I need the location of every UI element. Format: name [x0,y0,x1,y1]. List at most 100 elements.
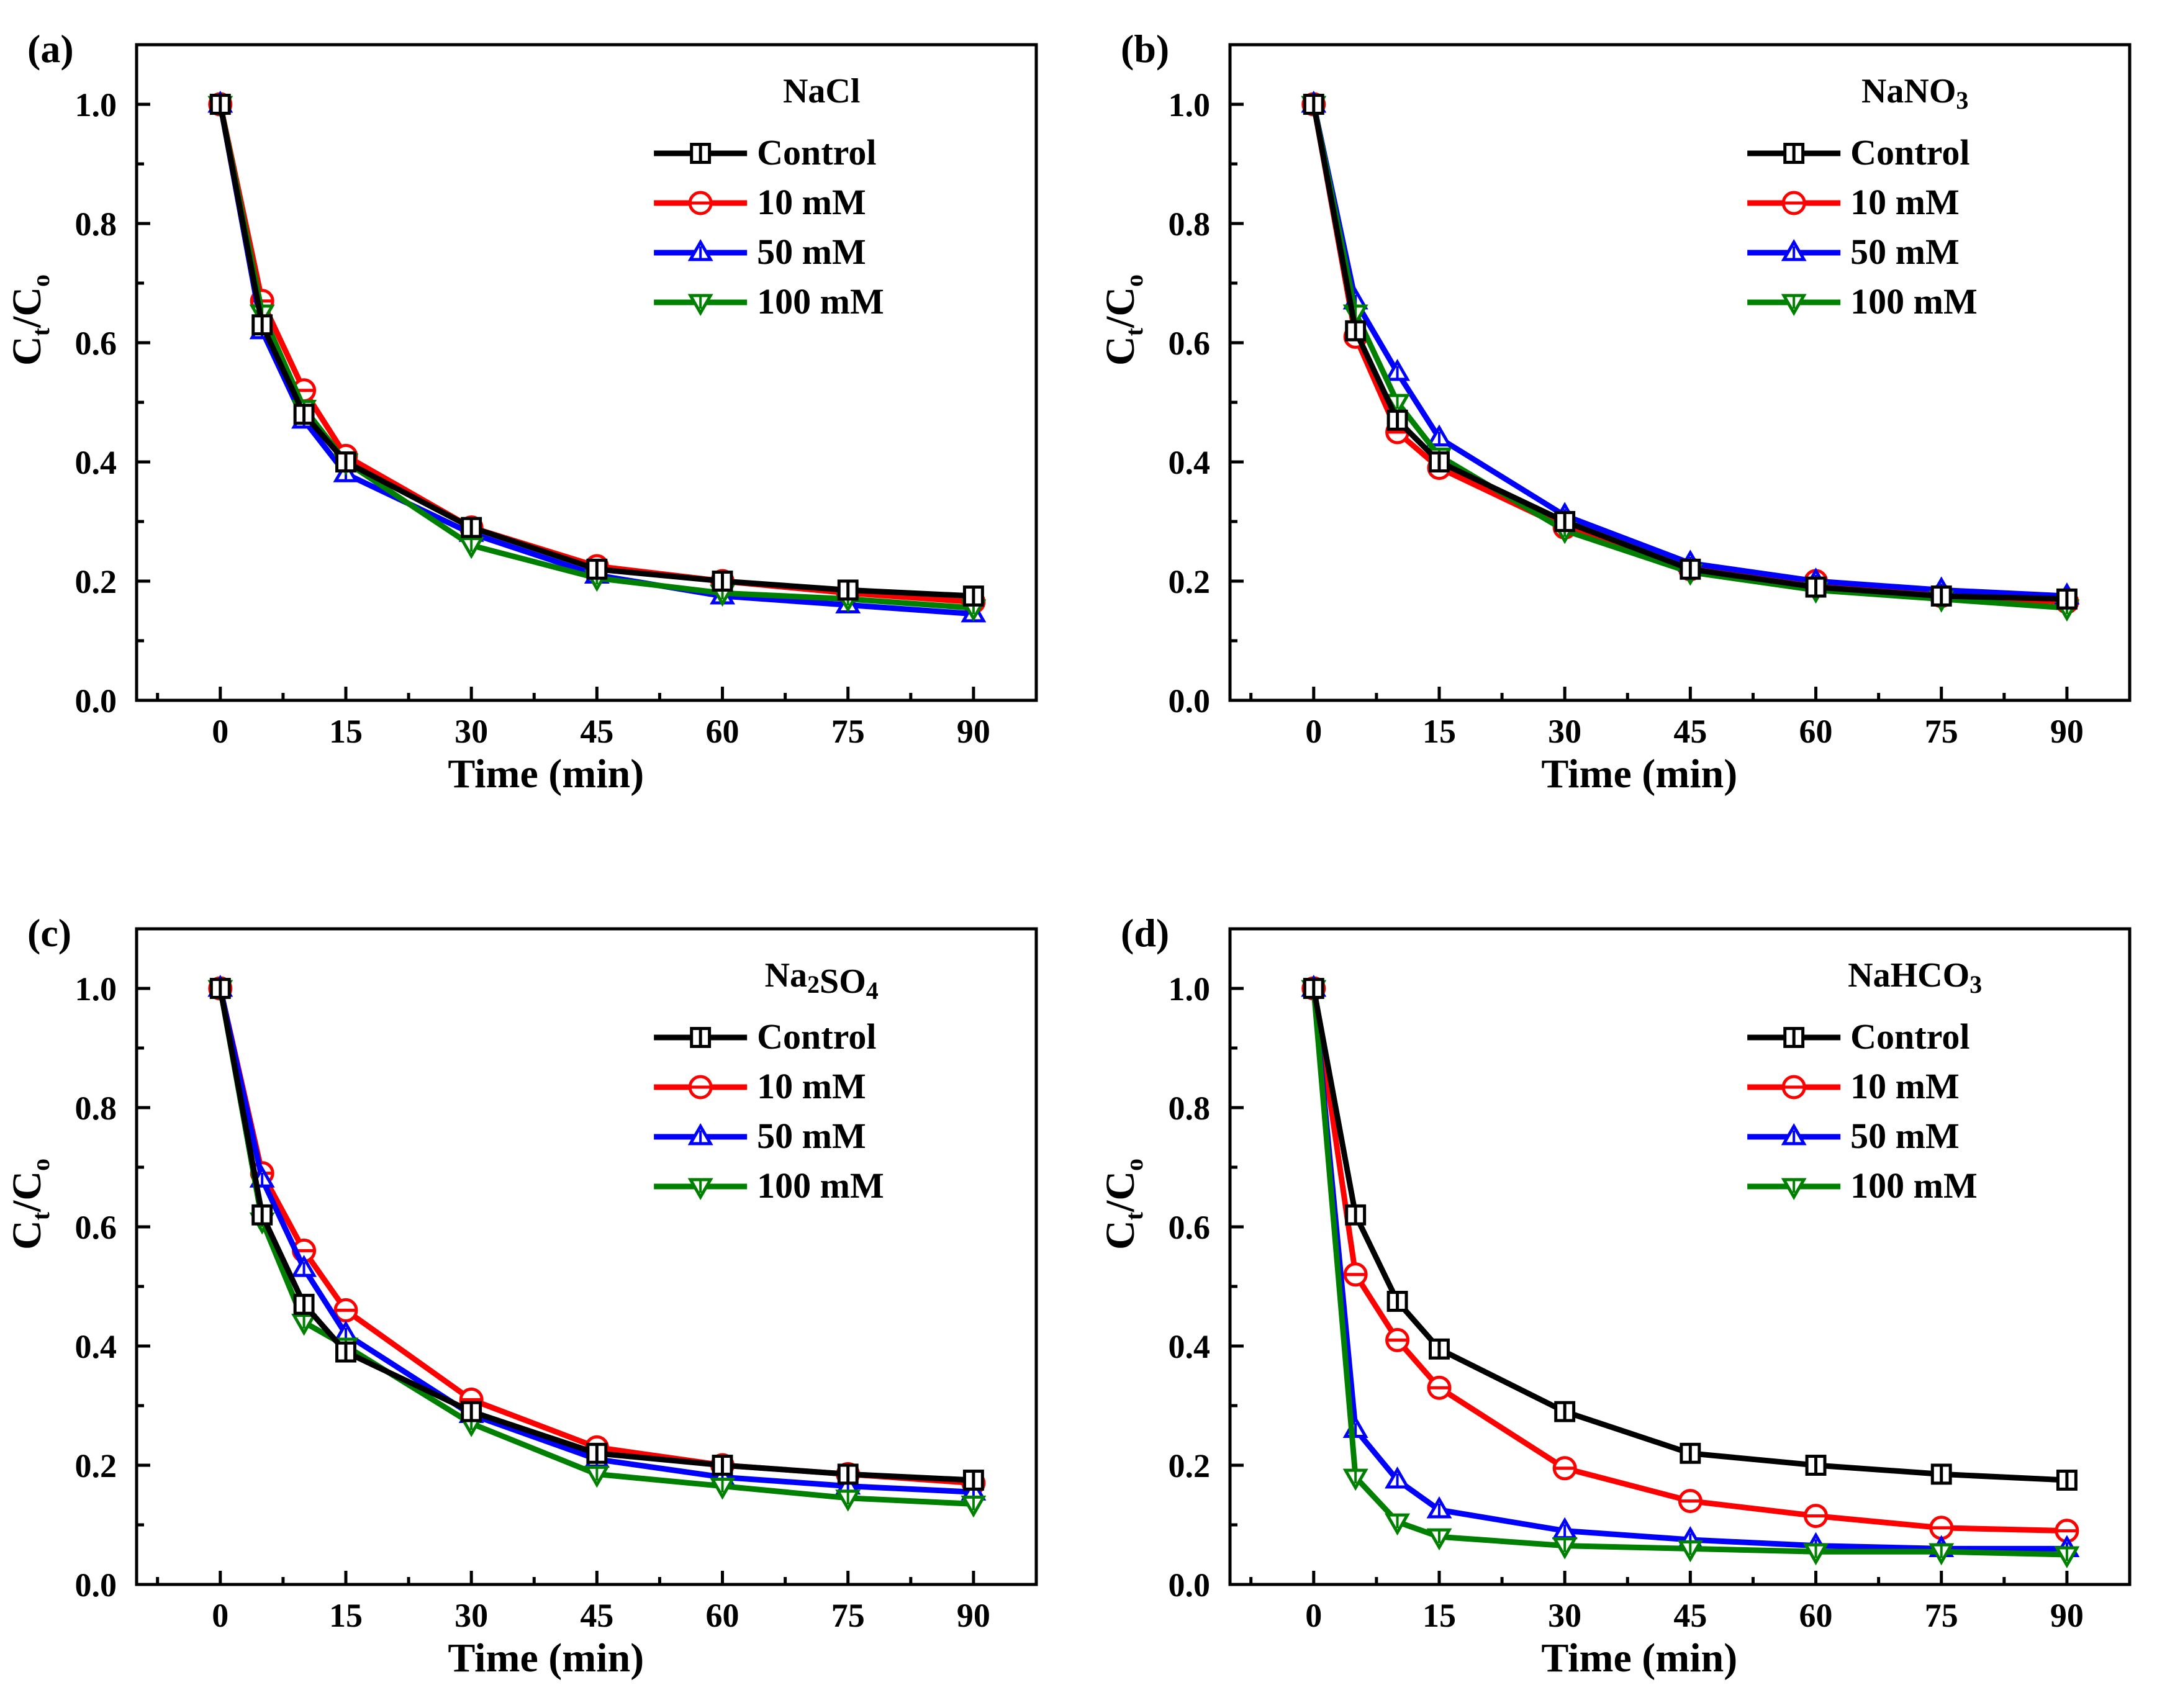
legend-label-control: Control [757,1016,876,1057]
series-control [209,978,984,1491]
legend-label-control: Control [757,132,876,173]
x-tick-label: 30 [1548,713,1581,750]
legend-label-50mM: 50 mM [757,1116,866,1156]
x-tick-label: 90 [957,713,990,750]
panel-d: 0.0 0.2 0.4 0.6 0.8 1.0 0 15 30 45 60 75 90 Time (min… [1098,911,2132,1681]
legend-label-10mM: 10 mM [1850,1066,1960,1106]
series-line-control [1311,988,2068,1483]
series-line-control [217,988,974,1483]
y-tick-label: 0.2 [1169,1447,1211,1484]
y-tick-label: 0.4 [1169,444,1211,481]
series-10mM [1301,976,2079,1543]
series-line-50mM [217,988,974,1495]
legend-label-10mM: 10 mM [1850,182,1960,222]
x-tick-label: 0 [1305,713,1322,750]
panel-c: 0.0 0.2 0.4 0.6 0.8 1.0 0 15 30 45 60 75 90 Time (min… [4,911,1038,1681]
y-tick-label: 0.8 [1169,1090,1211,1127]
x-tick-label: 90 [957,1597,990,1634]
y-tick-label: 0.2 [75,1447,117,1484]
x-axis-title: Time (min) [1541,1635,1737,1681]
series-line-10mM [1311,104,2068,605]
x-tick-label: 60 [706,713,739,750]
x-tick-label: 0 [1305,1597,1322,1634]
y-tick-label: 0.0 [1169,682,1211,720]
y-tick-label: 0.8 [75,206,117,243]
y-tick-label: 1.0 [75,86,117,124]
x-tick-label: 30 [454,713,488,750]
legend-label-control: Control [1850,1016,1969,1057]
panel-label: (d) [1121,911,1169,955]
legend-label-100mM: 100 mM [757,281,884,322]
legend-title: NaNO3 [1861,72,1968,114]
legend-title: Na2SO4 [765,956,879,1005]
series-control [1303,978,2078,1491]
x-tick-label: 45 [1673,1597,1707,1634]
legend: NaHCO3 Control 10 mM 50 mM 100 mM [1747,956,1982,1206]
y-tick-label: 0.0 [1169,1566,1211,1604]
x-tick-label: 30 [1548,1597,1581,1634]
x-tick-label: 45 [1673,713,1707,750]
series-line-50mM [217,104,974,617]
y-axis-title: Ct/Co [1098,274,1148,366]
y-tick-label: 0.4 [1169,1328,1211,1365]
y-axis-title: Ct/Co [4,274,55,366]
y-tick-label: 0.8 [75,1090,117,1127]
x-tick-label: 0 [212,713,228,750]
x-axis-title: Time (min) [1541,751,1737,797]
y-axis-title: Ct/Co [1098,1159,1148,1250]
x-tick-label: 90 [2050,713,2084,750]
legend-label-50mM: 50 mM [1850,1116,1960,1156]
legend-label-10mM: 10 mM [757,182,866,222]
series-line-control [1311,104,2068,602]
legend-label-100mM: 100 mM [1850,1165,1978,1206]
plot-frame [1228,927,2132,1586]
panel-a: 0.0 0.2 0.4 0.6 0.8 1.0 0 15 30 45 60 75 90 Time (min… [4,27,1038,797]
y-tick-label: 0.2 [1169,563,1211,600]
x-tick-label: 75 [831,713,865,750]
y-tick-label: 0.6 [75,325,117,362]
x-tick-label: 90 [2050,1597,2084,1634]
y-axis-title: Ct/Co [4,1159,55,1250]
x-axis-title: Time (min) [448,751,644,797]
series-100mM [1301,96,2080,622]
legend: NaNO3 Control 10 mM 50 mM 100 mM [1747,72,1978,322]
plot-frame [135,927,1038,1586]
x-tick-label: 30 [454,1597,488,1634]
series-100mM [207,980,987,1518]
panel-b: 0.0 0.2 0.4 0.6 0.8 1.0 0 15 30 45 60 75 90 Time (min… [1098,27,2132,797]
plot-frame [1228,43,2132,702]
y-tick-label: 0.6 [1169,1209,1211,1246]
series-line-10mM [217,988,974,1486]
y-tick-label: 0.4 [75,1328,117,1365]
series-line-100mM [1311,104,2068,611]
x-tick-label: 75 [1925,1597,1958,1634]
legend: NaCl Control 10 mM 50 mM 100 mM [654,72,884,322]
panel-label: (a) [27,27,74,71]
y-tick-label: 1.0 [1169,86,1211,124]
x-tick-label: 60 [1799,1597,1833,1634]
x-tick-label: 45 [580,713,613,750]
x-tick-label: 15 [329,1597,363,1634]
y-tick-label: 0.8 [1169,206,1211,243]
y-tick-label: 0.6 [1169,325,1211,362]
series-line-50mM [1311,104,2068,599]
y-tick-label: 1.0 [1169,970,1211,1008]
y-tick-label: 0.2 [75,563,117,600]
plot-frame [135,43,1038,702]
series-50mM [207,90,987,623]
x-tick-label: 75 [1925,713,1958,750]
legend-label-control: Control [1850,132,1969,173]
y-tick-label: 0.0 [75,1566,117,1604]
x-tick-label: 15 [1422,1597,1456,1634]
x-tick-label: 45 [580,1597,613,1634]
legend-label-10mM: 10 mM [757,1066,866,1106]
legend-title: NaHCO3 [1848,956,1982,998]
series-line-control [217,104,974,599]
legend-label-50mM: 50 mM [757,232,866,272]
x-tick-label: 60 [706,1597,739,1634]
y-tick-label: 0.0 [75,682,117,720]
series-control [1303,94,2078,610]
x-tick-label: 60 [1799,713,1833,750]
x-tick-label: 0 [212,1597,228,1634]
